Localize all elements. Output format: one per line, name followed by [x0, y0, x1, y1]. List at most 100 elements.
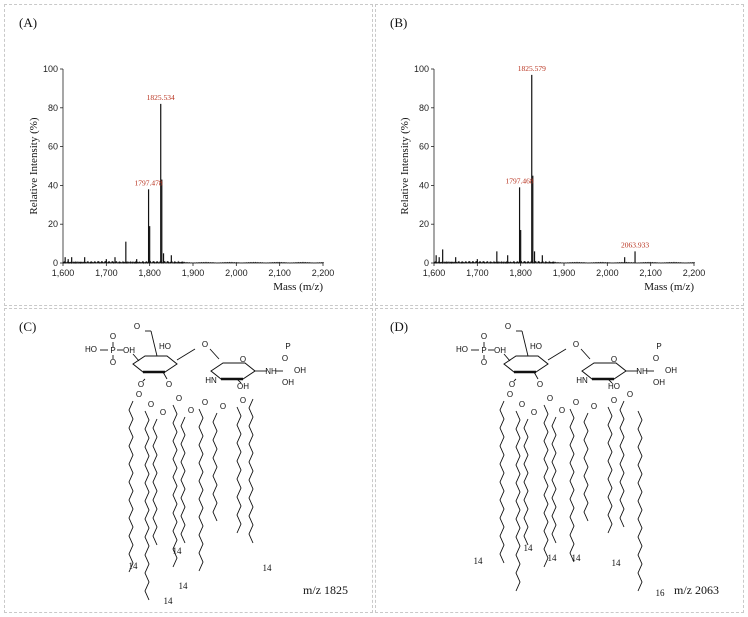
atom-label: O [627, 390, 633, 399]
atom-label: O [611, 355, 617, 364]
x-tick-label: 1,600 [52, 268, 75, 278]
glucosamine-ring [503, 355, 549, 373]
x-tick-label: 1,800 [138, 268, 161, 278]
x-tick-label: 1,900 [553, 268, 576, 278]
atom-label: O [240, 355, 246, 364]
atom-label: O [110, 332, 116, 341]
y-tick-label: 60 [419, 142, 429, 152]
acyl-chain [152, 418, 158, 546]
atom-label: P [481, 346, 486, 355]
x-axis-label: Mass (m/z) [644, 281, 694, 293]
atom-label: O [282, 354, 288, 363]
chain-length-label: 14 [173, 546, 183, 556]
chain-length-label: 14 [474, 556, 484, 566]
glucosamine-ring [210, 362, 256, 380]
bond [607, 378, 613, 384]
acyl-chain [583, 412, 589, 522]
panel-c: (C) HO O P O OH O HO O O O HN OH O NH O P OH OH O O O O O O O O 14… [4, 308, 373, 613]
atom-label: O [188, 406, 194, 415]
atom-label: O [240, 396, 246, 405]
y-tick-label: 40 [48, 180, 58, 190]
atom-label: O [202, 398, 208, 407]
acyl-chain [607, 406, 613, 534]
atom-label: O [166, 380, 172, 389]
x-tick-label: 2,100 [268, 268, 291, 278]
panel-label: (D) [390, 319, 409, 334]
x-tick-label: 1,600 [423, 268, 446, 278]
atom-label: P [656, 342, 661, 351]
chain-length-label: 14 [179, 581, 189, 591]
atom-label: OH [665, 366, 677, 375]
x-axis-label: Mass (m/z) [273, 281, 323, 293]
atom-label: HO [85, 345, 97, 354]
acyl-chain [198, 408, 204, 572]
spectrum-baseline [62, 260, 325, 265]
acyl-chain [543, 404, 549, 568]
chain-length-label: 14 [572, 553, 582, 563]
atom-label: O [537, 380, 543, 389]
peak-label: 1797.478 [135, 178, 163, 187]
atom-label: O [481, 332, 487, 341]
bond [547, 348, 567, 361]
acyl-chain [637, 410, 643, 592]
atom-label: O [176, 394, 182, 403]
glucosamine-ring [581, 362, 627, 380]
bond [162, 371, 168, 380]
mass-spectrum-chart-a: 0 20 40 60 80 100 1,600 1,700 1,800 1,900 2,000 2,1… [28, 64, 334, 293]
y-tick-label: 20 [419, 219, 429, 229]
spectrum-baseline [433, 260, 696, 265]
bond [533, 371, 539, 380]
atom-label: OH [494, 346, 506, 355]
atom-label: O [559, 406, 565, 415]
atom-label: P [110, 346, 115, 355]
atom-label: O [505, 322, 511, 331]
bond [132, 353, 140, 362]
chain-length-label: 14 [164, 596, 174, 606]
atom-label: O [573, 398, 579, 407]
y-tick-label: 0 [424, 258, 429, 268]
atom-label: OH [282, 378, 294, 387]
y-tick-label: 0 [53, 258, 58, 268]
chain-length-label: 14 [548, 553, 558, 563]
mass-spectrum-chart-b: 0 20 40 60 80 100 1,600 1,700 1,800 1,900 2,000 2,1… [399, 64, 706, 293]
atom-label: O [573, 340, 579, 349]
acyl-chain [236, 406, 242, 534]
atom-label: O [220, 402, 226, 411]
atom-label: O [481, 358, 487, 367]
bond [513, 378, 517, 382]
acyl-chain [499, 400, 505, 564]
atom-label: HO [159, 342, 171, 351]
x-tick-label: 1,700 [95, 268, 118, 278]
atom-label: O [531, 408, 537, 417]
x-tick-label: 2,000 [225, 268, 248, 278]
y-axis-label: Relative Intensity (%) [28, 117, 40, 214]
atom-label: HN [205, 376, 217, 385]
panel-label: (A) [19, 15, 38, 30]
bond [209, 348, 220, 360]
atom-label: O [202, 340, 208, 349]
atom-label: O [507, 390, 513, 399]
x-tick-label: 1,800 [509, 268, 532, 278]
x-tick-label: 2,200 [683, 268, 706, 278]
atom-label: O [134, 322, 140, 331]
atom-label: O [138, 380, 144, 389]
atom-label: HO [608, 382, 620, 391]
y-axis-label: Relative Intensity (%) [399, 117, 411, 214]
x-tick-label: 2,000 [596, 268, 619, 278]
chain-length-label: 14 [612, 558, 622, 568]
atom-label: O [653, 354, 659, 363]
panel-b: (B) 0 20 40 60 80 100 1,600 1,700 1,800 1,900 2,00… [375, 4, 744, 306]
acyl-chain [172, 404, 178, 568]
panel-d: (D) HO O P O OH O HO O O O HN HO O NH O P OH OH O O O O O O O O O 1… [375, 308, 744, 613]
atom-label: HO [530, 342, 542, 351]
acyl-chain [551, 416, 557, 544]
atom-label: P [285, 342, 290, 351]
bond [236, 378, 242, 384]
y-tick-label: 40 [419, 180, 429, 190]
glucosamine-ring [132, 355, 178, 373]
bond [521, 330, 529, 357]
